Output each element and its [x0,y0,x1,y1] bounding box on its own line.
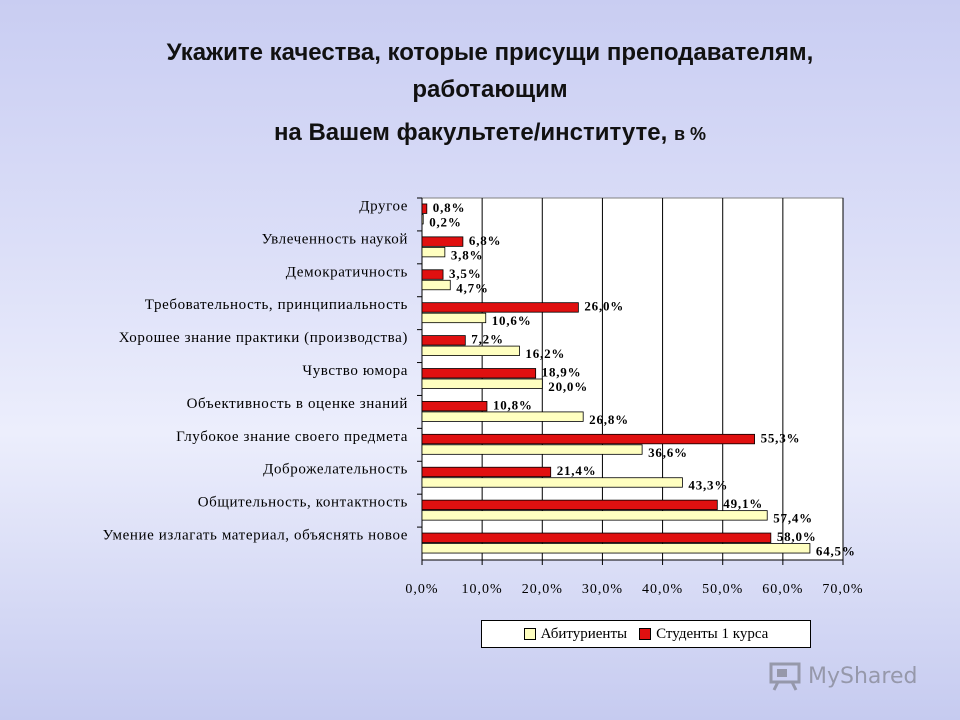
watermark-text: MyShared [808,663,918,689]
x-tick-label: 50,0% [702,582,743,597]
legend-label-students: Студенты 1 курса [656,625,769,642]
bar-students [421,236,464,247]
bar-students [421,335,466,346]
data-label-students: 58,0% [777,529,817,544]
bar-applicants [421,214,424,225]
data-label-applicants: 64,5% [816,544,856,559]
bar-students [421,532,772,543]
bar-applicants [421,543,811,554]
bar-applicants [421,510,768,521]
data-label-students: 55,3% [761,430,801,445]
title-line-1: Укажите качества, которые присущи препод… [166,39,814,66]
chart-title: Укажите качества, которые присущи препод… [60,34,920,152]
data-label-students: 26,0% [584,299,624,314]
y-category-label: Демократичность [286,264,408,280]
y-category-label: Требовательность, принципиальность [145,297,408,313]
data-label-students: 7,2% [471,332,503,347]
legend-swatch-applicants [523,628,536,640]
bar-students [421,203,428,214]
x-tick-label: 0,0% [405,582,438,597]
y-category-label: Хорошее знание практики (производства) [119,330,408,346]
x-tick-label: 70,0% [822,582,863,597]
x-tick-label: 60,0% [762,582,803,597]
data-label-students: 21,4% [557,463,597,478]
bar-applicants [421,411,584,422]
x-tick-label: 10,0% [462,582,503,597]
data-label-applicants: 4,7% [456,280,488,295]
data-label-students: 10,8% [493,397,533,412]
data-label-students: 6,8% [469,233,501,248]
bar-students [421,269,444,280]
data-label-applicants: 43,3% [688,478,728,493]
bar-applicants [421,378,543,389]
bar-applicants [421,345,520,356]
title-line-3: на Вашем факультете/институте, [273,119,668,147]
data-label-applicants: 3,8% [451,247,483,262]
legend-label-applicants: Абитуриенты [540,625,628,642]
title-line-3-wrap: на Вашем факультете/институте, в % [60,114,920,151]
legend-swatch-students [639,628,652,640]
bar-students [421,302,579,313]
data-label-applicants: 26,8% [589,412,629,427]
y-category-label: Чувство юмора [302,363,408,379]
bar-applicants [421,477,683,488]
y-category-label: Доброжелательность [263,462,408,478]
y-category-label: Умение излагать материал, объяснять ново… [103,528,408,544]
x-tick-label: 20,0% [522,582,563,597]
bar-applicants [421,444,643,455]
y-category-label: Объективность в оценке знаний [187,396,408,412]
data-label-students: 18,9% [542,365,582,380]
title-unit: в % [673,124,707,145]
data-label-students: 0,8% [433,200,465,215]
bar-students [421,433,755,445]
chart-legend: Абитуриенты Студенты 1 курса [481,620,811,648]
y-category-label: Глубокое знание своего предмета [176,429,408,445]
presentation-icon [769,662,801,691]
data-label-applicants: 0,2% [429,214,461,229]
legend-item-students: Студенты 1 курса [639,626,768,643]
bar-applicants [421,312,487,324]
data-label-applicants: 16,2% [525,346,565,361]
title-line-2: работающим [412,76,568,104]
y-category-label: Другое [359,198,408,214]
bar-students [421,401,488,412]
legend-item-applicants: Абитуриенты [523,625,628,643]
y-category-label: Увлеченность наукой [262,231,408,247]
data-label-students: 49,1% [723,496,763,511]
x-tick-label: 30,0% [582,582,623,597]
data-label-applicants: 57,4% [773,511,813,526]
y-category-label: Общительность, контактность [198,495,408,511]
bar-applicants [421,279,451,291]
data-label-students: 3,5% [449,266,481,281]
data-label-applicants: 10,6% [492,313,532,328]
bar-students [421,466,552,478]
data-label-applicants: 20,0% [548,379,588,394]
bar-students [421,499,718,511]
x-tick-label: 40,0% [642,582,683,597]
bar-applicants [421,246,446,258]
watermark-logo: MyShared [768,658,938,694]
data-label-applicants: 36,6% [648,445,688,460]
bar-students [421,368,537,379]
